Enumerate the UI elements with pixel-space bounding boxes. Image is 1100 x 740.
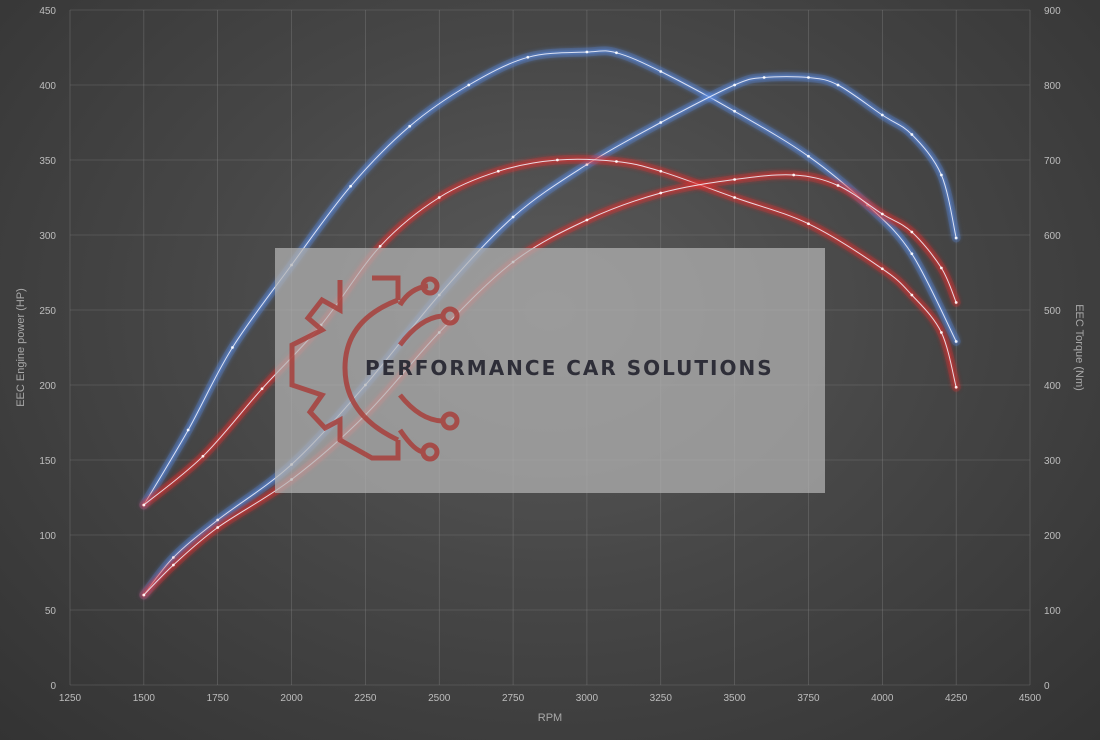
data-point xyxy=(910,293,914,297)
data-point xyxy=(939,173,943,177)
data-point xyxy=(496,169,500,173)
x-tick-label: 2250 xyxy=(354,693,377,704)
y-left-axis-title: EEC Engine power (HP) xyxy=(15,288,27,407)
data-point xyxy=(733,196,737,199)
x-tick-label: 2750 xyxy=(502,693,525,704)
y-right-tick-label: 400 xyxy=(1044,381,1061,392)
gear-circuit-logo-icon xyxy=(289,275,460,462)
data-point xyxy=(939,266,943,270)
data-point xyxy=(171,556,175,559)
data-point xyxy=(954,301,958,304)
data-point xyxy=(659,169,663,173)
data-point xyxy=(792,173,796,177)
data-point xyxy=(733,83,737,87)
x-tick-label: 3000 xyxy=(576,693,599,704)
data-point xyxy=(954,385,958,389)
data-point xyxy=(807,222,810,226)
x-tick-label: 1500 xyxy=(133,693,156,704)
x-tick-label: 1750 xyxy=(207,693,230,704)
data-point xyxy=(408,124,412,128)
y-left-tick-label: 0 xyxy=(50,681,56,692)
series-0-core xyxy=(143,50,957,506)
data-point xyxy=(836,83,840,87)
data-point xyxy=(880,113,884,117)
data-point xyxy=(142,503,146,507)
y-right-axis-title: EEC Torque (Nm) xyxy=(1073,304,1085,391)
data-point xyxy=(910,252,914,256)
y-left-tick-label: 350 xyxy=(39,156,56,167)
data-point xyxy=(171,563,175,567)
data-point xyxy=(954,236,958,240)
data-point xyxy=(526,55,530,59)
y-left-tick-label: 450 xyxy=(39,6,56,17)
y-right-tick-label: 200 xyxy=(1044,531,1061,542)
data-point xyxy=(349,184,353,188)
y-right-tick-label: 0 xyxy=(1044,681,1050,692)
y-right-tick-label: 700 xyxy=(1044,156,1061,167)
y-left-tick-label: 50 xyxy=(45,606,57,617)
data-point xyxy=(585,218,589,222)
data-point xyxy=(910,133,914,136)
data-point xyxy=(216,526,220,529)
x-tick-label: 3750 xyxy=(797,693,820,704)
data-point xyxy=(733,178,737,181)
data-point xyxy=(585,50,589,54)
data-point xyxy=(733,109,737,113)
x-tick-label: 1250 xyxy=(59,693,82,704)
data-point xyxy=(186,428,190,432)
data-point xyxy=(880,267,884,271)
x-tick-label: 4000 xyxy=(871,693,894,704)
y-left-tick-label: 300 xyxy=(39,231,56,242)
watermark: PERFORMANCE CAR SOLUTIONS xyxy=(275,248,825,493)
data-point xyxy=(615,160,618,163)
data-point xyxy=(807,154,810,158)
y-right-tick-label: 600 xyxy=(1044,231,1061,242)
series-3-line xyxy=(139,170,961,600)
x-tick-label: 4250 xyxy=(945,693,968,704)
data-point xyxy=(231,346,234,349)
y-left-tick-label: 150 xyxy=(39,456,56,467)
y-left-tick-label: 100 xyxy=(39,531,56,542)
data-point xyxy=(216,518,220,522)
data-point xyxy=(378,244,382,248)
y-right-tick-label: 300 xyxy=(1044,456,1061,467)
data-point xyxy=(201,454,205,458)
x-tick-label: 3500 xyxy=(723,693,746,704)
y-left-tick-label: 400 xyxy=(39,81,56,92)
data-point xyxy=(939,331,943,334)
x-tick-label: 3250 xyxy=(650,693,673,704)
data-point xyxy=(585,163,589,166)
x-axis-title: RPM xyxy=(538,712,562,724)
y-left-tick-label: 250 xyxy=(39,306,56,317)
y-right-tick-label: 100 xyxy=(1044,606,1061,617)
y-right-tick-label: 800 xyxy=(1044,81,1061,92)
data-point xyxy=(260,387,264,391)
data-point xyxy=(836,184,840,187)
data-point xyxy=(910,230,914,234)
data-point xyxy=(555,158,559,162)
axes: 1250 1500 1750 2000 2250 2500 2750 3000 3250 3500… xyxy=(15,6,1085,724)
data-point xyxy=(807,76,810,79)
data-point xyxy=(437,196,441,199)
data-point xyxy=(467,83,471,87)
y-left-tick-label: 200 xyxy=(39,381,56,392)
data-point xyxy=(880,212,884,216)
y-right-tick-label: 500 xyxy=(1044,306,1061,317)
data-point xyxy=(762,76,766,79)
data-point xyxy=(511,215,515,219)
data-point xyxy=(659,191,663,195)
x-tick-label: 2500 xyxy=(428,693,451,704)
x-tick-label: 4500 xyxy=(1019,693,1042,704)
data-point xyxy=(142,593,146,597)
data-point xyxy=(615,51,618,55)
data-point xyxy=(659,70,663,73)
data-point xyxy=(954,340,958,343)
series-0-line xyxy=(139,46,961,510)
y-right-tick-label: 900 xyxy=(1044,6,1061,17)
watermark-text: PERFORMANCE CAR SOLUTIONS xyxy=(365,356,774,380)
x-tick-label: 2000 xyxy=(280,693,303,704)
data-point xyxy=(659,121,663,124)
